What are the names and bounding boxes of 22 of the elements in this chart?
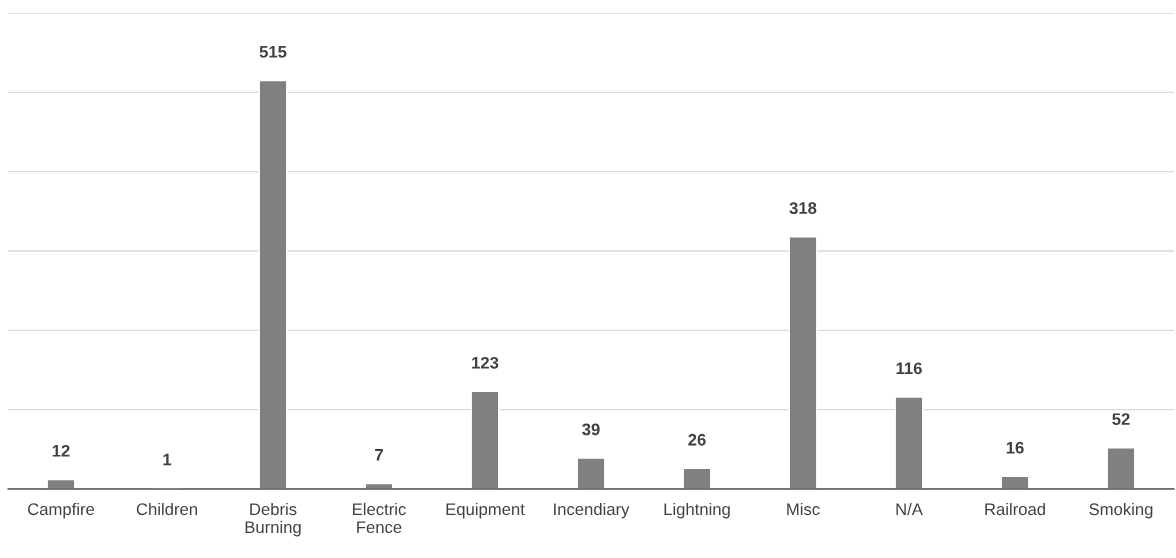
x-tick-label: Lightning <box>664 502 730 519</box>
data-label: 39 <box>582 423 600 436</box>
x-tick-label: N/A <box>896 502 923 516</box>
x-tick-label: Campfire <box>28 502 95 519</box>
x-tick-label: Railroad <box>985 502 1045 516</box>
data-label: 123 <box>472 356 499 369</box>
x-tick-label: Misc <box>787 502 820 516</box>
data-label: 16 <box>1006 441 1024 454</box>
x-tick-label: Electric Fence <box>353 502 406 534</box>
data-label: 515 <box>259 46 287 58</box>
x-tick-label: Incendiary <box>554 502 630 519</box>
data-label: 116 <box>896 362 922 375</box>
data-label: 1 <box>163 453 172 466</box>
x-tick-label: Children <box>136 502 197 516</box>
x-tick-label: Debris Burning <box>245 502 301 537</box>
data-label: 52 <box>1112 413 1130 426</box>
x-tick-label: Smoking <box>1089 502 1153 519</box>
x-tick-label: Equipment <box>446 502 525 519</box>
data-label: 12 <box>52 444 70 457</box>
data-label: 7 <box>375 449 383 461</box>
data-label: 318 <box>789 202 817 214</box>
data-label: 26 <box>688 433 706 446</box>
